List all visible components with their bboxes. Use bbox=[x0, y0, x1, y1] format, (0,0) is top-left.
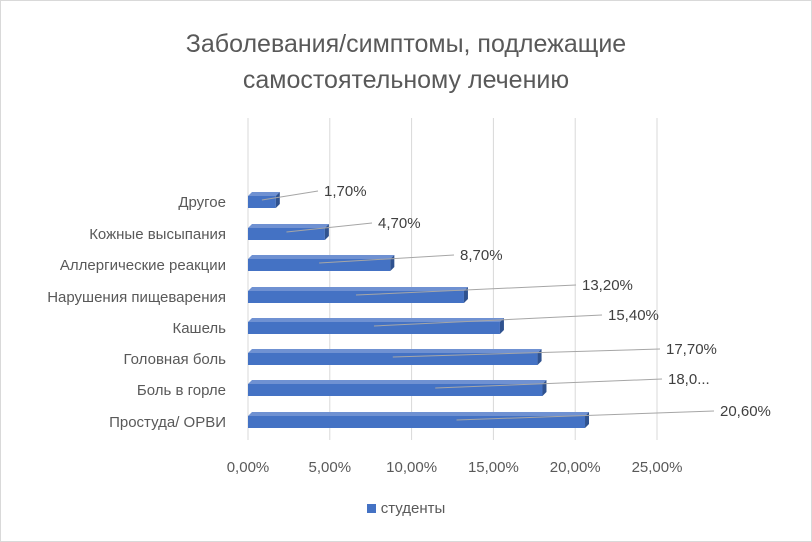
bar-side-4 bbox=[463, 287, 468, 303]
x-tick-label-1: 5,00% bbox=[309, 459, 352, 476]
x-tick-label-0: 0,00% bbox=[227, 459, 270, 476]
chart-title-line-2: самостоятельному лечению bbox=[242, 66, 570, 94]
x-tick-label-4: 20,00% bbox=[550, 459, 601, 476]
category-label-6: Кожные высыпания bbox=[89, 226, 226, 243]
category-label-1: Боль в горле bbox=[137, 382, 226, 399]
leader-line-0 bbox=[456, 410, 715, 421]
bar-top-6 bbox=[248, 224, 329, 228]
x-tick-label-5: 25,00% bbox=[632, 459, 683, 476]
chart-title-line-1: Заболевания/симптомы, подлежащие bbox=[185, 30, 627, 58]
data-label-0: 20,60% bbox=[720, 403, 771, 420]
bar-top-3 bbox=[248, 318, 504, 322]
chart-title: Заболевания/симптомы, подлежащие самосто… bbox=[0, 26, 812, 98]
category-label-0: Простуда/ ОРВИ bbox=[109, 414, 226, 431]
bar-0 bbox=[248, 416, 586, 428]
bar-side-0 bbox=[585, 412, 590, 428]
bar-side-3 bbox=[499, 318, 504, 334]
bar-top-5 bbox=[248, 255, 395, 259]
data-label-2: 17,70% bbox=[666, 341, 717, 358]
bar-6 bbox=[248, 228, 325, 240]
data-label-6: 4,70% bbox=[378, 215, 421, 232]
bar-top-7 bbox=[248, 192, 280, 196]
x-tick-label-2: 10,00% bbox=[386, 459, 437, 476]
category-label-3: Кашель bbox=[172, 320, 226, 337]
legend: студенты bbox=[0, 500, 812, 517]
data-label-3: 15,40% bbox=[608, 307, 659, 324]
category-label-4: Нарушения пищеварения bbox=[47, 289, 226, 306]
leader-line-5 bbox=[319, 254, 455, 264]
leader-line-1 bbox=[435, 378, 663, 389]
data-label-1: 18,0... bbox=[668, 371, 710, 388]
leader-line-7 bbox=[261, 190, 319, 201]
leader-line-4 bbox=[355, 284, 577, 296]
bar-top-2 bbox=[248, 349, 542, 353]
bar-top-1 bbox=[248, 380, 547, 384]
legend-label: студенты bbox=[380, 500, 446, 517]
category-label-2: Головная боль bbox=[124, 351, 227, 368]
bar-side-7 bbox=[275, 192, 280, 208]
bar-3 bbox=[248, 322, 500, 334]
data-label-5: 8,70% bbox=[460, 247, 503, 264]
bar-top-0 bbox=[248, 412, 590, 416]
bar-5 bbox=[248, 259, 391, 271]
leader-line-6 bbox=[286, 222, 373, 233]
bar-4 bbox=[248, 291, 464, 303]
category-label-7: Другое bbox=[178, 194, 226, 211]
bar-top-4 bbox=[248, 287, 468, 291]
data-label-4: 13,20% bbox=[582, 277, 633, 294]
bar-2 bbox=[248, 353, 538, 365]
leader-line-2 bbox=[392, 348, 661, 358]
category-label-5: Аллергические реакции bbox=[60, 257, 226, 274]
x-tick-label-3: 15,00% bbox=[468, 459, 519, 476]
bar-7 bbox=[248, 196, 276, 208]
legend-swatch bbox=[366, 504, 376, 513]
data-label-7: 1,70% bbox=[324, 183, 367, 200]
leader-line-3 bbox=[373, 314, 603, 327]
